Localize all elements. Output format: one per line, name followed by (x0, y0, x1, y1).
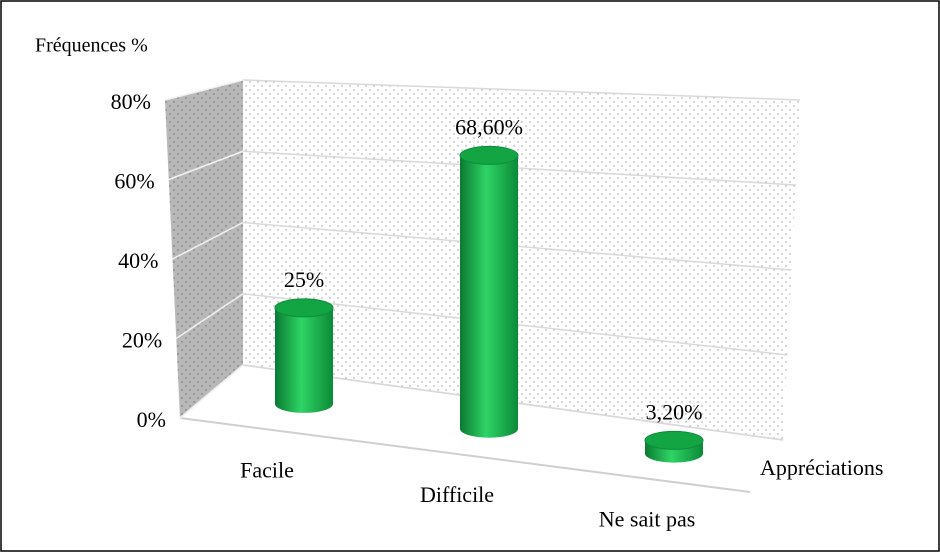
side-grid-line (164, 79, 244, 101)
y-tick-label: 20% (122, 328, 162, 353)
bar (644, 430, 704, 463)
grid-line (242, 79, 801, 101)
bar-top (644, 430, 704, 450)
x-tick-label: Ne sait pas (599, 507, 696, 532)
x-axis-title: Appréciations (760, 455, 883, 480)
bar-top (274, 298, 334, 318)
bar-body (275, 307, 333, 413)
data-label: 25% (284, 267, 324, 292)
side-grid-line (175, 293, 244, 340)
x-tick-label: Difficile (420, 482, 494, 507)
bar (274, 298, 334, 413)
floor-front-edge (179, 417, 751, 493)
bar-top (459, 145, 519, 165)
side-grid-line (172, 221, 244, 260)
side-grid-line (179, 364, 244, 419)
data-label: 3,20% (646, 399, 703, 424)
bar-body (460, 155, 518, 438)
bar (459, 145, 519, 438)
y-axis-title: Fréquences % (35, 35, 148, 57)
y-tick-label: 80% (111, 89, 151, 114)
back-wall (243, 80, 800, 440)
x-tick-label: Facile (240, 457, 294, 482)
y-tick-label: 60% (114, 169, 154, 194)
side-grid-line (168, 150, 244, 181)
data-label: 68,60% (455, 114, 523, 139)
y-tick-label: 0% (137, 407, 166, 432)
y-tick-label: 40% (118, 248, 158, 273)
grid-line (242, 150, 796, 186)
